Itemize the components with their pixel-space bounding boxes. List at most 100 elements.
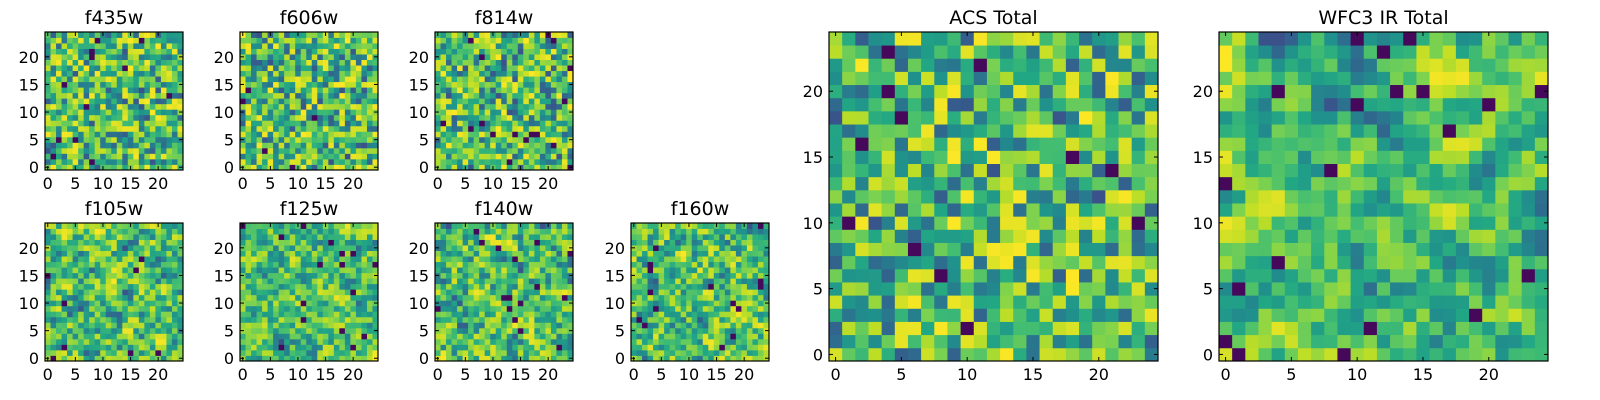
heatmap-cell <box>556 234 563 240</box>
heatmap-cell <box>311 125 318 132</box>
heatmap-cell <box>451 65 458 72</box>
heatmap-cell <box>355 65 362 72</box>
heatmap-cell <box>306 316 313 323</box>
heatmap-cell <box>658 294 665 301</box>
heatmap-cell <box>256 349 263 356</box>
heatmap-cell <box>528 349 535 356</box>
heatmap-cell <box>479 289 486 296</box>
heatmap-cell <box>631 322 637 329</box>
heatmap-cell <box>78 228 85 235</box>
heatmap-cell <box>462 81 469 88</box>
heatmap-cell <box>506 267 513 274</box>
heatmap-cell <box>506 103 513 110</box>
heatmap-cell <box>67 228 73 235</box>
heatmap-cell <box>317 120 324 127</box>
heatmap-cell <box>556 289 563 296</box>
heatmap-cell <box>289 114 296 121</box>
heatmap-cell <box>339 142 346 149</box>
heatmap-cell <box>523 87 530 94</box>
heatmap-cell <box>484 267 491 274</box>
heatmap-cell <box>127 125 134 132</box>
heatmap-cell <box>512 344 519 351</box>
heatmap-cell <box>523 164 530 171</box>
heatmap-cell <box>240 43 246 49</box>
heatmap-cell <box>451 344 458 351</box>
heatmap-cell <box>556 131 563 138</box>
heatmap-cell <box>545 344 552 351</box>
heatmap-cell <box>100 81 107 88</box>
heatmap-cell <box>160 234 167 240</box>
heatmap-cell <box>550 92 557 99</box>
heatmap-cell <box>333 158 340 165</box>
heatmap-cell <box>855 242 869 257</box>
heatmap-cell <box>111 92 118 99</box>
heatmap-cell <box>829 282 843 296</box>
heatmap-cell <box>440 109 447 116</box>
heatmap-cell <box>61 234 68 240</box>
heatmap-cell <box>155 261 162 268</box>
heatmap-cell <box>100 65 107 72</box>
heatmap-cell <box>355 349 362 356</box>
heatmap-cell <box>322 70 329 77</box>
heatmap-cell <box>262 300 268 307</box>
heatmap-cell <box>78 125 85 132</box>
heatmap-cell <box>256 120 263 127</box>
heatmap-cell <box>561 278 568 285</box>
heatmap-cell <box>111 131 118 138</box>
x-tick-label: 10 <box>679 365 699 384</box>
heatmap-cell <box>240 65 246 72</box>
heatmap-cell <box>83 355 90 362</box>
heatmap-cell <box>567 153 574 160</box>
heatmap-cell <box>72 37 79 44</box>
heatmap-cell <box>350 109 357 116</box>
heatmap-cell <box>328 245 335 251</box>
heatmap-cell <box>517 59 524 66</box>
heatmap-cell <box>746 338 753 345</box>
heatmap-cell <box>267 120 274 127</box>
heatmap-cell <box>1065 255 1080 270</box>
heatmap-cell <box>256 250 263 257</box>
heatmap-cell <box>730 322 737 329</box>
heatmap-cell <box>78 344 85 351</box>
heatmap-cell <box>67 70 73 77</box>
heatmap-cell <box>708 250 715 257</box>
heatmap-cell <box>746 278 753 285</box>
heatmap-cell <box>245 355 252 362</box>
heatmap-cell <box>160 316 167 323</box>
heatmap-cell <box>686 261 693 268</box>
heatmap-cell <box>160 311 167 318</box>
heatmap-cell <box>284 164 291 171</box>
heatmap-cell <box>647 250 654 257</box>
heatmap-cell <box>278 114 285 121</box>
heatmap-cell <box>171 311 178 318</box>
heatmap-cell <box>339 87 346 94</box>
heatmap-cell <box>83 158 90 165</box>
heatmap-cell <box>127 316 134 323</box>
heatmap-cell <box>133 278 140 285</box>
heatmap-cell <box>240 37 246 44</box>
heatmap-cell <box>506 344 513 351</box>
heatmap-cell <box>251 267 257 274</box>
heatmap-cell <box>490 228 497 235</box>
heatmap-cell <box>240 120 246 127</box>
heatmap-cell <box>61 333 68 340</box>
heatmap-cell <box>921 334 935 349</box>
heatmap-cell <box>446 131 452 138</box>
heatmap-cell <box>262 81 268 88</box>
heatmap-cell <box>171 327 178 334</box>
heatmap-cell <box>495 164 502 171</box>
heatmap-cell <box>947 242 961 257</box>
heatmap-cell <box>435 278 441 285</box>
heatmap-cell <box>517 272 524 279</box>
heatmap-cell <box>457 164 463 171</box>
heatmap-cell <box>440 223 447 229</box>
heatmap-cell <box>484 92 491 99</box>
heatmap-cell <box>144 267 151 274</box>
heatmap-cell <box>111 32 118 38</box>
heatmap-cell <box>144 327 151 334</box>
heatmap-cell <box>149 81 156 88</box>
heatmap-cell <box>763 261 770 268</box>
heatmap-cell <box>240 239 246 246</box>
heatmap-cell <box>278 70 285 77</box>
heatmap-cell <box>675 278 682 285</box>
